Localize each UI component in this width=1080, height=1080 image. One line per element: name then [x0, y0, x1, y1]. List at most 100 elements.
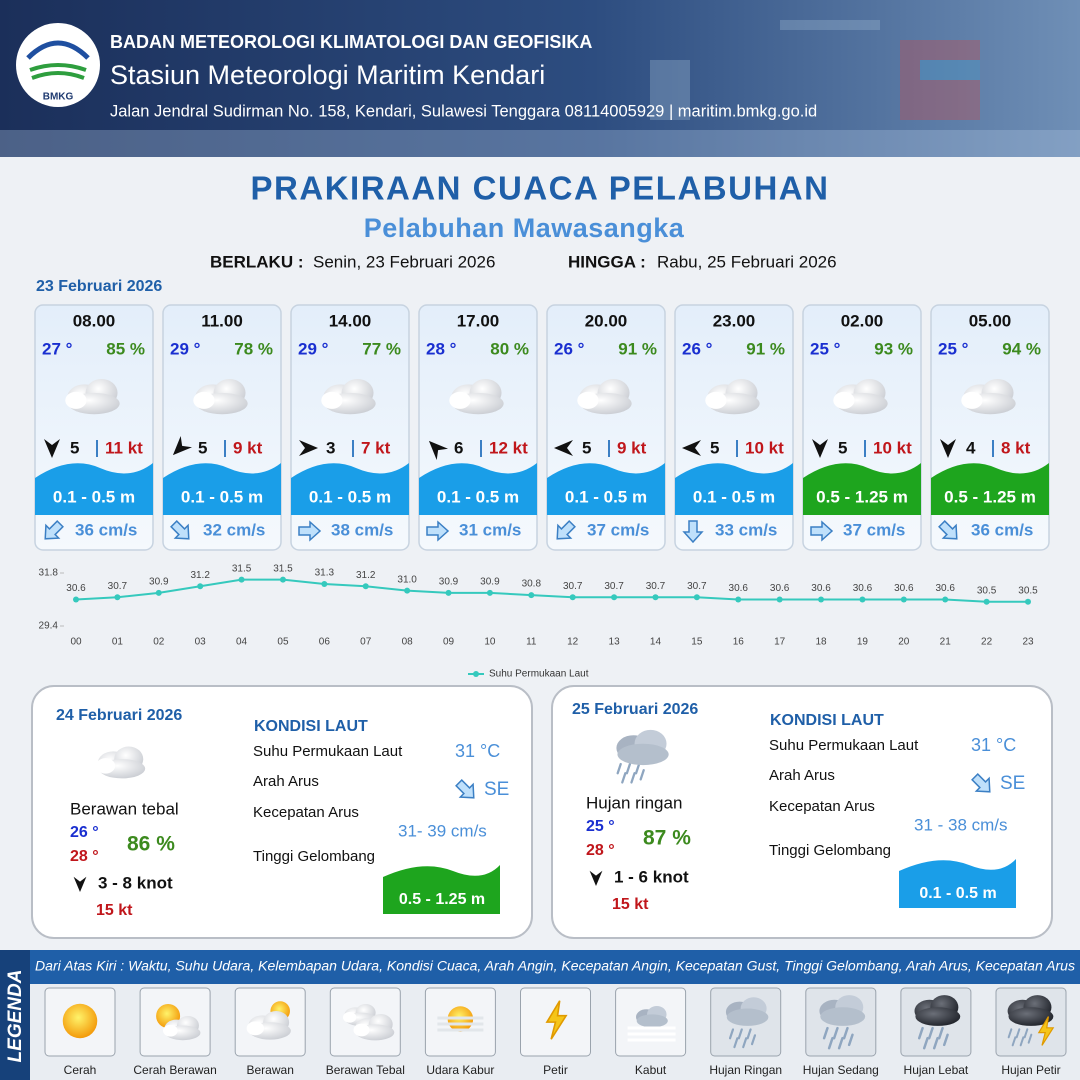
wave [291, 463, 409, 515]
legend-icon [62, 1003, 98, 1039]
header-decoration [0, 20, 1080, 157]
wave-height: 0.5 - 1.25 m [944, 487, 1036, 506]
wind-range: 1 - 6 knot [614, 867, 689, 886]
temperature: 29 ° [298, 339, 329, 358]
time: 05.00 [969, 311, 1012, 330]
wave-height: 0.1 - 0.5 m [309, 487, 391, 506]
temperature: 29 ° [170, 339, 201, 358]
humidity: 86 % [127, 833, 175, 856]
humidity: 91 % [618, 339, 657, 358]
from-label: BERLAKU : [210, 252, 304, 271]
x-tick-label: 10 [484, 637, 496, 648]
legend-label: Cerah [64, 1063, 97, 1077]
wave-height: 0.1 - 0.5 m [181, 487, 263, 506]
sst-point [611, 594, 618, 601]
panel-date: 25 Februari 2026 [572, 701, 698, 718]
wind-arrow [812, 439, 828, 458]
current-speed: 33 cm/s [715, 520, 777, 539]
x-tick-label: 09 [443, 637, 455, 648]
gust: 12 kt [489, 438, 528, 457]
sea-title: KONDISI LAUT [254, 718, 368, 735]
current-arrow [682, 520, 704, 544]
x-tick-label: 00 [70, 637, 82, 648]
header-background [0, 0, 1080, 157]
x-tick-label: 19 [857, 637, 869, 648]
legend-label: Kabut [635, 1063, 667, 1077]
day1-date: 23 Februari 2026 [36, 278, 162, 295]
x-tick-label: 11 [526, 637, 537, 648]
x-tick-label: 05 [277, 637, 289, 648]
direction: SE [1000, 773, 1025, 794]
legend-label: Hujan Petir [1001, 1063, 1060, 1077]
legend-label: Berawan Tebal [326, 1063, 405, 1077]
current-speed: 32 cm/s [203, 520, 265, 539]
sst-point [569, 594, 576, 601]
current-arrow [170, 520, 190, 540]
sst-point [321, 581, 328, 588]
time: 11.00 [201, 311, 243, 330]
sst-point [735, 596, 742, 603]
temperature: 26 ° [682, 339, 713, 358]
time: 02.00 [841, 311, 884, 330]
wave [419, 463, 537, 515]
value-label: 30.6 [66, 583, 86, 594]
current-speed: 36 cm/s [75, 520, 137, 539]
sst-point [652, 594, 659, 601]
speed-label: Kecepatan Arus [253, 804, 359, 821]
x-tick-label: 06 [319, 637, 331, 648]
x-tick-label: 13 [609, 637, 621, 648]
value-label: 30.9 [480, 577, 500, 588]
legend-bar [0, 950, 1080, 984]
wave-height: 0.1 - 0.5 m [437, 487, 519, 506]
x-tick-label: 12 [567, 637, 579, 648]
time: 08.00 [73, 311, 116, 330]
wind-speed: 6 [454, 438, 463, 457]
value-label: 30.7 [646, 581, 666, 592]
x-tick-label: 20 [898, 637, 910, 648]
legend-label: Hujan Sedang [803, 1063, 879, 1077]
weather-text: Berawan tebal [70, 799, 179, 818]
wave-label: Tinggi Gelombang [253, 848, 375, 865]
current-arrow [556, 520, 576, 540]
current-arrow [298, 520, 322, 542]
wind-arrow [428, 440, 449, 461]
logo-text: BMKG [43, 92, 74, 103]
sst-point [155, 589, 162, 596]
legend-label: Hujan Ringan [709, 1063, 782, 1077]
temp-min: 25 ° [586, 818, 615, 835]
sst-point [859, 596, 866, 603]
current-arrow [455, 779, 475, 799]
x-tick-label: 18 [815, 637, 827, 648]
wind-arrow [589, 870, 603, 886]
temperature: 25 ° [810, 339, 841, 358]
wave-label: Tinggi Gelombang [769, 842, 891, 859]
value-label: 31.5 [273, 563, 293, 574]
sst-point [942, 596, 949, 603]
legend-label: Hujan Lebat [904, 1063, 969, 1077]
value-label: 30.9 [439, 577, 459, 588]
value-label: 30.7 [108, 581, 128, 592]
current-arrow [971, 773, 991, 793]
wind-speed: 3 [326, 438, 335, 457]
wind-speed: 5 [70, 438, 79, 457]
value-label: 30.7 [563, 581, 583, 592]
value-label: 30.6 [729, 583, 749, 594]
humidity: 87 % [643, 827, 691, 850]
gust: 9 kt [617, 438, 647, 457]
sst-point [776, 596, 783, 603]
sst: 31 °C [455, 741, 500, 761]
address: Jalan Jendral Sudirman No. 158, Kendari,… [110, 102, 817, 120]
wave [547, 463, 665, 515]
value-label: 30.7 [604, 581, 624, 592]
value-label: 31.2 [190, 570, 210, 581]
value-label: 31.3 [315, 568, 335, 579]
gust: 9 kt [233, 438, 263, 457]
wind-range: 3 - 8 knot [98, 873, 173, 892]
sst-point [486, 589, 493, 596]
current-speed: 31- 39 cm/s [398, 821, 487, 840]
wave [931, 463, 1049, 515]
wave [163, 463, 281, 515]
x-tick-label: 02 [153, 637, 165, 648]
time: 20.00 [585, 311, 628, 330]
